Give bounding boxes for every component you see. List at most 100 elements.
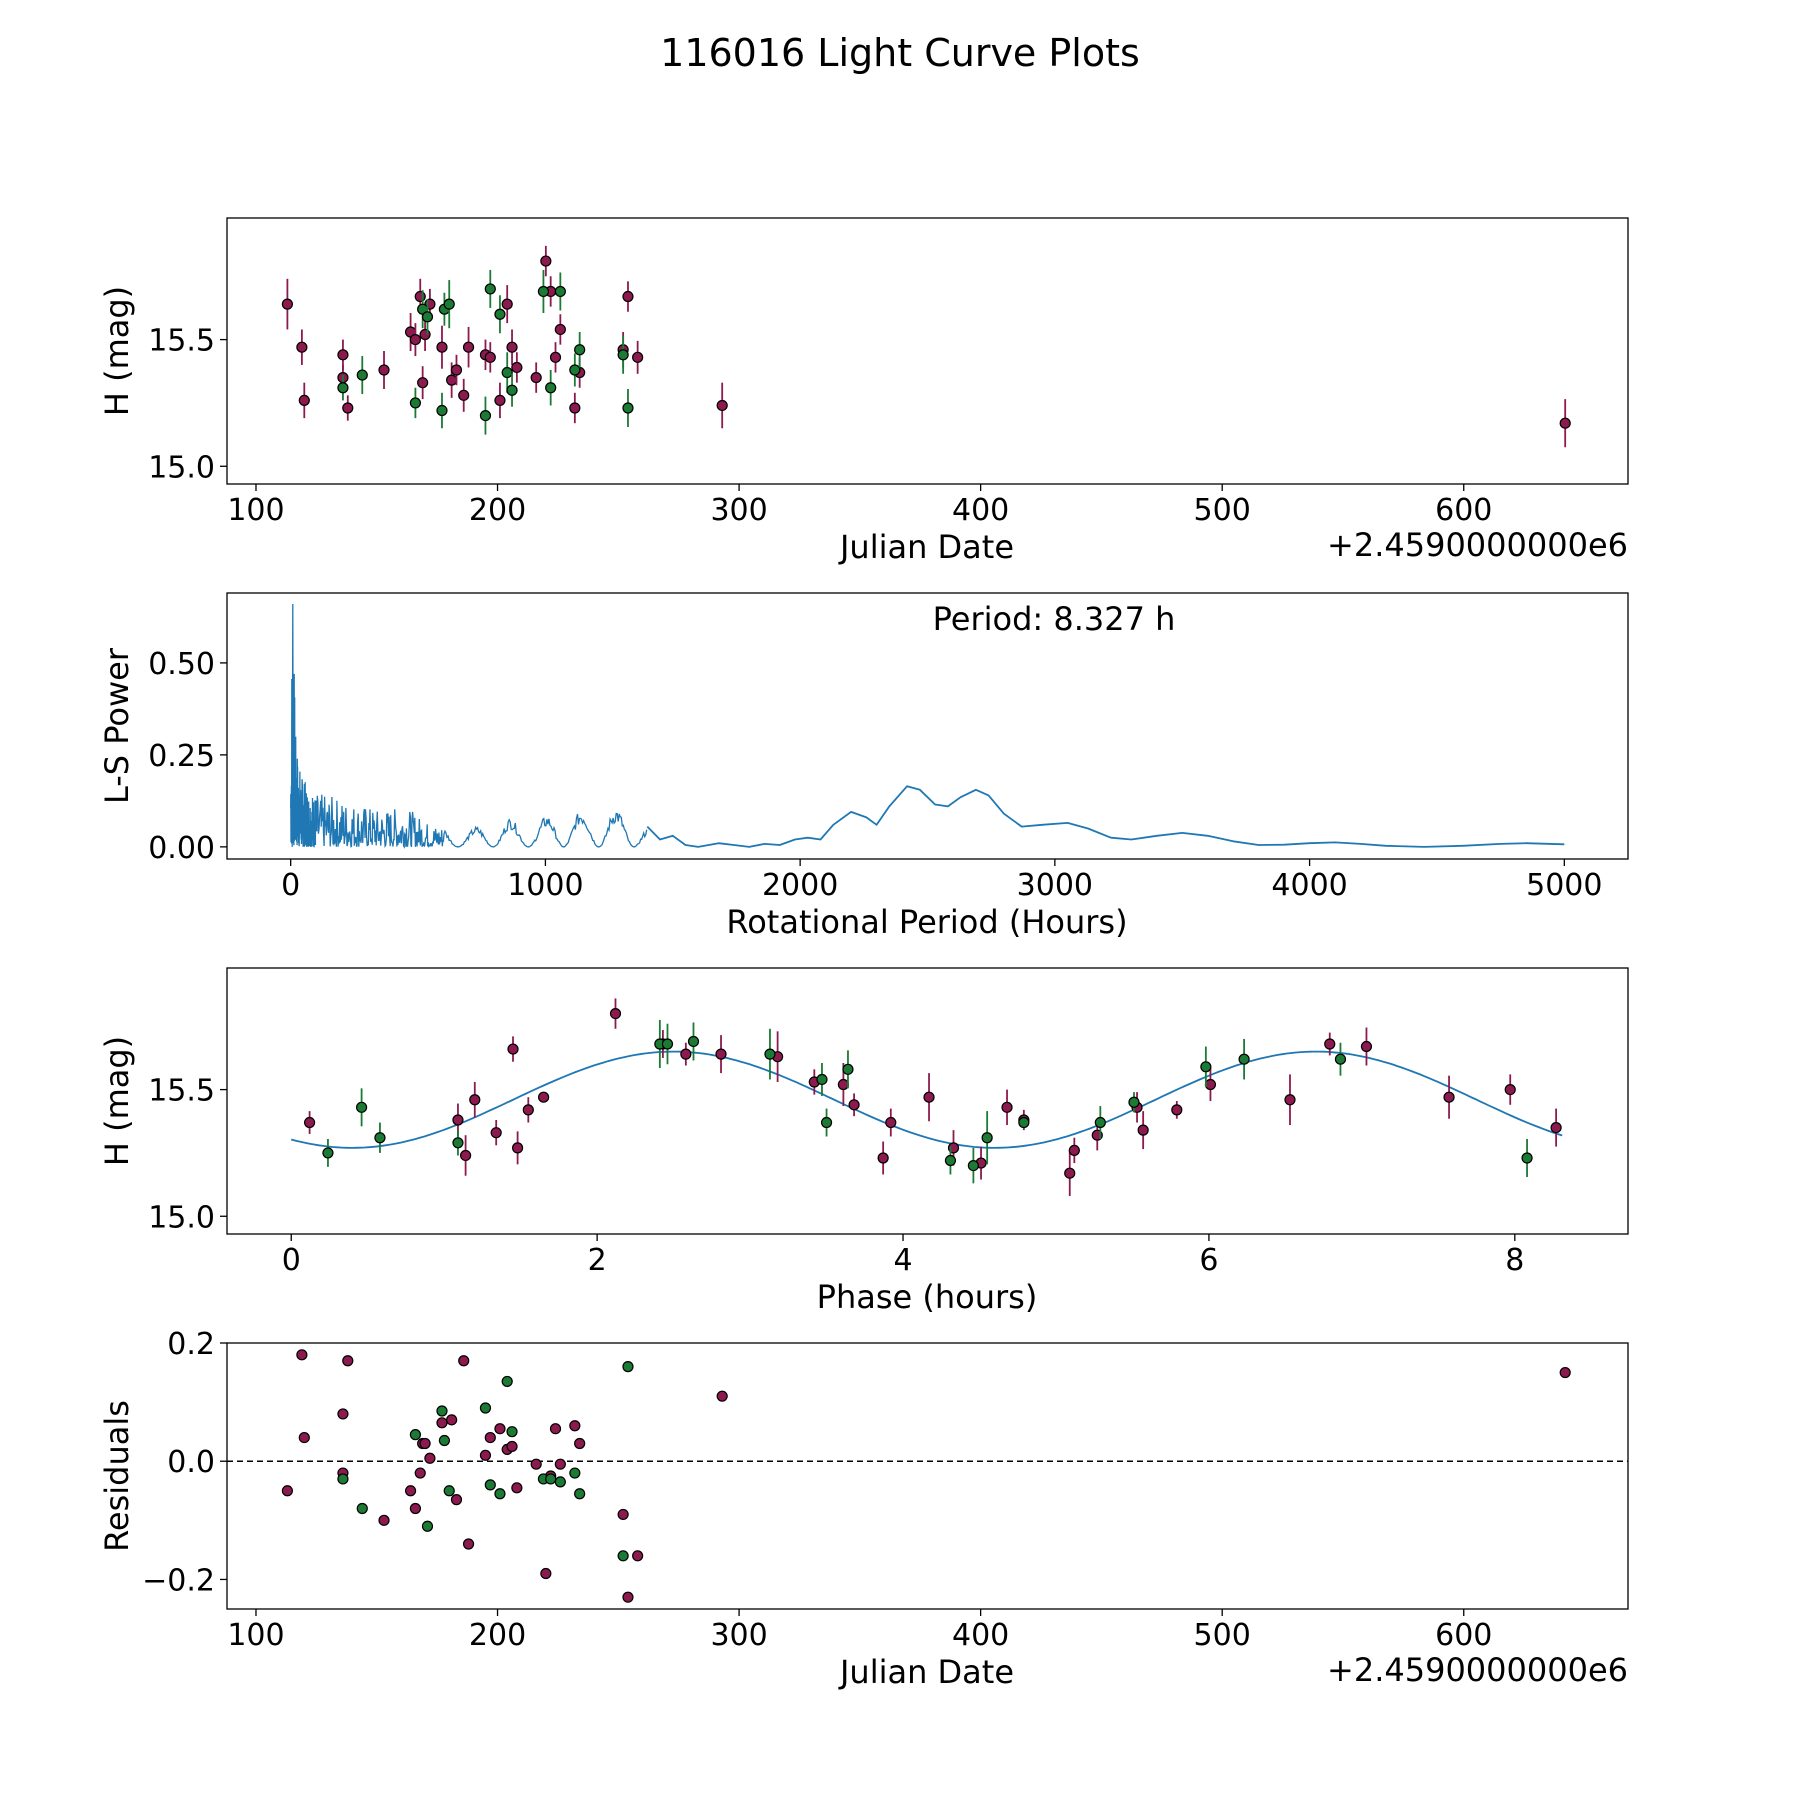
data-point-g — [322, 1147, 334, 1159]
data-point-g — [574, 1488, 586, 1500]
periodogram-marks — [290, 603, 1565, 849]
data-point-r — [419, 1437, 431, 1450]
data-point-g — [374, 1132, 386, 1144]
data-point-g — [443, 1485, 455, 1497]
data-point-r — [378, 364, 390, 376]
data-point-r — [506, 341, 518, 353]
data-point-r — [337, 1408, 349, 1420]
phased-xtick-label: 0 — [282, 1243, 301, 1278]
data-point-r — [507, 1043, 519, 1055]
data-point-r — [436, 341, 448, 353]
lightcurve-yticks: 15.0 15.5 — [148, 324, 227, 485]
data-point-g — [501, 366, 513, 379]
data-point-r — [511, 1482, 523, 1494]
periodogram-xtick-label: 4000 — [1271, 868, 1347, 903]
periodogram-xtick-label: 2000 — [762, 868, 838, 903]
periodogram-xtick-label: 0 — [281, 868, 300, 903]
data-point-r — [378, 1514, 390, 1526]
data-point-r — [419, 328, 431, 341]
data-point-r — [452, 1114, 464, 1126]
data-point-g — [617, 349, 629, 361]
data-point-r — [298, 1431, 310, 1444]
data-point-r — [296, 341, 308, 353]
data-point-r — [462, 1538, 475, 1550]
data-point-r — [409, 1502, 422, 1515]
data-point-g — [622, 1361, 634, 1373]
power-smooth-line — [646, 785, 1565, 848]
residuals-ytick-label: 0.0 — [167, 1445, 215, 1480]
data-point-g — [484, 283, 496, 295]
residuals-ytick-label: 0.2 — [167, 1327, 215, 1362]
phased-xtick-label: 8 — [1505, 1243, 1524, 1278]
data-point-r — [337, 349, 349, 361]
phased-yticks: 15.0 15.5 — [148, 1074, 227, 1235]
data-point-g — [452, 1137, 464, 1149]
periodogram-xtick-label: 3000 — [1017, 868, 1093, 903]
data-point-g — [1521, 1152, 1533, 1164]
lightcurve-ytick-label: 15.0 — [148, 450, 215, 485]
data-point-r — [1504, 1083, 1516, 1096]
data-point-g — [494, 1488, 506, 1500]
residuals-ylabel: Residuals — [98, 1400, 136, 1552]
phased-xtick-label: 6 — [1199, 1243, 1218, 1278]
data-point-r — [530, 1458, 542, 1470]
data-point-g — [816, 1073, 828, 1086]
data-point-r — [298, 394, 310, 406]
lightcurve-xtick-label: 500 — [1194, 493, 1251, 528]
data-point-g — [355, 1101, 368, 1113]
lightcurve-xticks: 100 200 300 400 500 600 — [227, 484, 1492, 528]
phased-ytick-label: 15.0 — [148, 1200, 215, 1235]
residuals-xtick-label: 600 — [1435, 1618, 1492, 1653]
data-point-r — [436, 1417, 448, 1429]
data-point-g — [436, 1405, 448, 1417]
data-point-r — [1137, 1124, 1149, 1136]
data-point-r — [281, 1485, 293, 1497]
data-point-r — [281, 298, 293, 310]
data-point-r — [885, 1116, 897, 1129]
data-point-r — [716, 399, 728, 412]
lightcurve-frame — [226, 217, 1629, 485]
data-point-g — [479, 410, 492, 422]
data-point-r — [414, 290, 426, 303]
data-point-r — [342, 402, 354, 414]
data-point-r — [540, 1567, 552, 1580]
data-point-r — [680, 1048, 692, 1060]
residuals-panel: 100 200 300 400 500 600 −0.2 0.0 0.2 Julian Dat… — [98, 1327, 1629, 1691]
data-point-r — [569, 402, 581, 414]
data-point-g — [501, 1375, 513, 1388]
data-point-g — [622, 402, 634, 414]
data-point-r — [296, 1349, 308, 1361]
residuals-xtick-label: 500 — [1194, 1618, 1251, 1653]
data-point-g — [356, 1502, 368, 1515]
data-point-r — [469, 1094, 481, 1106]
periodogram-ylabel: L-S Power — [98, 647, 136, 804]
data-point-r — [622, 290, 634, 303]
data-point-g — [494, 308, 506, 320]
data-point-g — [764, 1048, 776, 1060]
data-point-g — [409, 1429, 422, 1441]
data-point-r — [450, 1494, 463, 1506]
data-point-g — [337, 382, 349, 394]
data-point-r — [458, 1355, 470, 1367]
data-point-r — [569, 1420, 581, 1432]
data-point-g — [337, 1473, 349, 1485]
residuals-xticks: 100 200 300 400 500 600 — [227, 1609, 1492, 1653]
data-point-r — [716, 1390, 728, 1402]
data-point-r — [715, 1048, 727, 1060]
residuals-marks — [227, 1349, 1628, 1603]
periodogram-ytick-label: 0.50 — [148, 647, 215, 682]
data-point-g — [981, 1132, 993, 1144]
data-point-r — [1284, 1094, 1296, 1106]
data-point-g — [554, 1476, 566, 1488]
data-point-r — [540, 255, 552, 267]
phased-xlabel: Phase (hours) — [817, 1278, 1038, 1316]
data-point-r — [530, 372, 542, 384]
data-point-g — [617, 1550, 629, 1562]
data-point-r — [1324, 1038, 1336, 1050]
data-point-g — [545, 1473, 557, 1485]
data-point-r — [1171, 1104, 1183, 1116]
data-point-r — [446, 374, 458, 386]
data-point-r — [501, 298, 513, 310]
data-point-r — [484, 1431, 496, 1444]
phased-xtick-label: 2 — [588, 1243, 607, 1278]
